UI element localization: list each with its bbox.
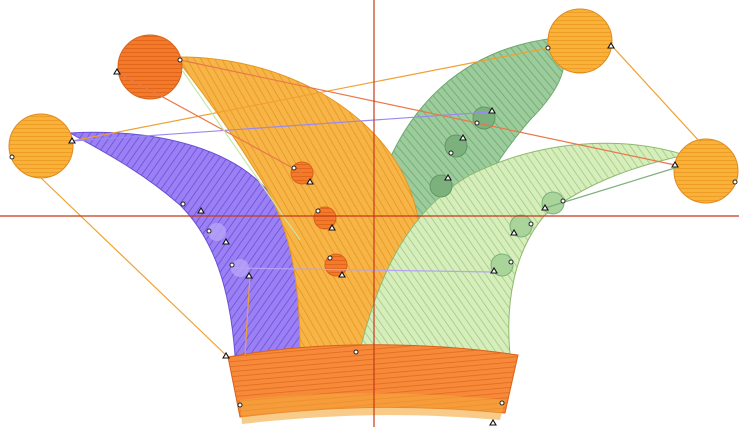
start-marker-icon <box>9 154 15 160</box>
start-marker-icon <box>291 165 297 171</box>
start-marker-icon <box>545 45 551 51</box>
end-marker-icon <box>490 266 498 274</box>
start-marker-icon <box>237 402 243 408</box>
ball-left-orange[interactable] <box>8 113 74 179</box>
ball-right-orange[interactable] <box>673 138 739 204</box>
end-marker-icon <box>338 270 346 278</box>
start-marker-icon <box>508 259 514 265</box>
start-marker-icon <box>528 221 534 227</box>
ball-top-left-deep-orange[interactable] <box>117 34 183 100</box>
end-marker-icon <box>197 206 205 214</box>
ball-top-right-orange[interactable] <box>547 8 613 74</box>
start-marker-icon <box>474 120 480 126</box>
end-marker-icon <box>671 160 679 168</box>
dot-lgreen-3[interactable] <box>490 253 514 277</box>
end-marker-icon <box>510 228 518 236</box>
end-marker-icon <box>113 67 121 75</box>
travel-lines <box>40 45 701 358</box>
start-marker-icon <box>353 349 359 355</box>
end-marker-icon <box>328 223 336 231</box>
start-marker-icon <box>560 198 566 204</box>
end-marker-icon <box>489 418 497 426</box>
end-markers <box>68 41 679 426</box>
start-marker-icon <box>229 262 235 268</box>
end-marker-icon <box>459 133 467 141</box>
dot-purple-1[interactable] <box>208 223 226 241</box>
start-marker-icon <box>206 228 212 234</box>
start-marker-icon <box>732 179 738 185</box>
start-marker-icon <box>327 255 333 261</box>
start-marker-icon <box>180 201 186 207</box>
stitch-markers <box>9 45 738 408</box>
end-marker-icon <box>306 177 314 185</box>
end-marker-icon <box>222 237 230 245</box>
end-marker-icon <box>68 136 76 144</box>
start-marker-icon <box>448 150 454 156</box>
start-marker-icon <box>315 208 321 214</box>
hat-band-shadow <box>240 393 505 424</box>
end-marker-icon <box>222 351 230 359</box>
end-marker-icon <box>607 41 615 49</box>
start-marker-icon <box>499 400 505 406</box>
start-marker-icon <box>177 57 183 63</box>
end-marker-icon <box>488 106 496 114</box>
end-marker-icon <box>541 203 549 211</box>
end-marker-icon <box>245 271 253 279</box>
end-marker-icon <box>444 173 452 181</box>
